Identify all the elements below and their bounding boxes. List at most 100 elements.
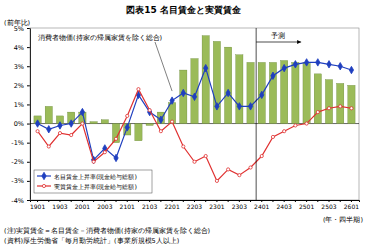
x-tick bbox=[250, 200, 251, 202]
x-tick-label: 2103 bbox=[142, 203, 157, 210]
leader bbox=[155, 42, 172, 91]
y-tick-mark bbox=[27, 28, 30, 29]
x-tick: 2203 bbox=[187, 200, 202, 210]
x-tick-mark bbox=[216, 200, 217, 202]
x-tick-mark bbox=[71, 200, 72, 202]
y-tick: 3% bbox=[14, 63, 30, 71]
marker bbox=[47, 126, 51, 133]
x-tick bbox=[93, 200, 94, 202]
x-tick-label: 2401 bbox=[254, 203, 269, 210]
x-label: (年・四半期) bbox=[323, 216, 363, 224]
marker bbox=[260, 154, 263, 157]
marker bbox=[148, 109, 151, 112]
marker bbox=[350, 107, 353, 110]
x-tick-label: 2503 bbox=[321, 203, 336, 210]
marker bbox=[36, 130, 39, 133]
y-axis: -4%-3%-2%-1%0%1%2%3%4%5% bbox=[11, 25, 30, 205]
x-tick: 1901 bbox=[30, 200, 45, 210]
bar bbox=[303, 62, 310, 123]
x-tick-mark bbox=[37, 200, 38, 202]
bar bbox=[292, 62, 299, 123]
marker bbox=[305, 122, 308, 125]
x-tick: 2501 bbox=[299, 200, 314, 210]
bar bbox=[269, 62, 276, 123]
marker bbox=[349, 66, 353, 73]
marker bbox=[327, 61, 331, 68]
x-tick-mark bbox=[48, 200, 49, 202]
x-tick-mark bbox=[340, 200, 341, 202]
forecast-arrow bbox=[256, 42, 301, 43]
x-tick-mark bbox=[329, 200, 330, 202]
marker bbox=[159, 116, 163, 123]
x-tick-label: 2301 bbox=[209, 203, 224, 210]
x-tick-mark bbox=[138, 200, 139, 202]
marker bbox=[304, 59, 308, 66]
y-tick: 4% bbox=[14, 44, 30, 52]
x-tick: 2301 bbox=[209, 200, 224, 210]
x-tick-mark bbox=[82, 200, 83, 202]
y-tick: -1% bbox=[11, 139, 30, 147]
title: 図表15 名目賃金と実質賃金 bbox=[126, 5, 242, 15]
x-tick-label: 2403 bbox=[277, 203, 292, 210]
x-tick-mark bbox=[250, 200, 251, 202]
x-tick-mark bbox=[149, 200, 150, 202]
bar bbox=[213, 41, 220, 123]
y-tick: 0% bbox=[14, 120, 30, 128]
x-tick-mark bbox=[104, 200, 105, 202]
y-tick: 1% bbox=[14, 101, 30, 109]
marker bbox=[159, 130, 162, 133]
marker bbox=[58, 122, 62, 129]
legend-box bbox=[34, 170, 152, 193]
annotation: 予測 bbox=[271, 32, 285, 40]
x-tick bbox=[317, 200, 318, 202]
marker bbox=[316, 59, 320, 66]
x-tick-mark bbox=[295, 200, 296, 202]
marker bbox=[35, 120, 39, 127]
x-tick-mark bbox=[93, 200, 94, 202]
x-tick-mark bbox=[306, 200, 307, 202]
y-tick: 2% bbox=[14, 82, 30, 90]
marker bbox=[316, 110, 319, 113]
x-tick: 2201 bbox=[164, 200, 179, 210]
x-tick: 2503 bbox=[321, 200, 336, 210]
x-tick bbox=[48, 200, 49, 202]
y-tick-label: 4% bbox=[14, 44, 24, 52]
marker bbox=[237, 103, 241, 110]
bar bbox=[314, 74, 321, 124]
marker bbox=[283, 130, 286, 133]
x-tick-mark bbox=[351, 200, 352, 202]
marker bbox=[282, 64, 286, 71]
x-tick: 2601 bbox=[344, 200, 359, 210]
x-axis-line bbox=[31, 201, 360, 203]
y-tick-label: 0% bbox=[14, 120, 24, 128]
line bbox=[38, 62, 352, 159]
chart: 図表15 名目賃金と実質賃金-4%-3%-2%-1%0%1%2%3%4%5%19… bbox=[0, 0, 367, 252]
x-tick-mark bbox=[228, 200, 229, 202]
x-tick-mark bbox=[160, 200, 161, 202]
series-label: 消費者物価(持家の帰属家賃を除く総合) bbox=[38, 34, 162, 42]
plot: -4%-3%-2%-1%0%1%2%3%4%5%1901190320012003… bbox=[11, 25, 359, 211]
marker bbox=[271, 72, 275, 79]
marker bbox=[80, 108, 84, 115]
x-tick bbox=[183, 200, 184, 202]
frame bbox=[30, 28, 359, 200]
bar bbox=[236, 55, 243, 124]
marker bbox=[70, 133, 73, 136]
arrow-head bbox=[297, 40, 301, 44]
bar bbox=[258, 62, 265, 123]
x-tick-mark bbox=[239, 200, 240, 202]
marker bbox=[294, 124, 297, 127]
x-tick bbox=[138, 200, 139, 202]
x-tick-mark bbox=[272, 200, 273, 202]
bar bbox=[337, 83, 344, 123]
y-tick-label: -2% bbox=[11, 158, 24, 166]
legend-label: 名目賃金上昇率(現金給与総額) bbox=[54, 173, 137, 181]
marker bbox=[58, 132, 61, 135]
y-tick-mark bbox=[27, 104, 30, 105]
marker bbox=[103, 151, 106, 154]
marker bbox=[271, 135, 274, 138]
marker bbox=[69, 120, 73, 127]
note: (注)実質賃金＝名目賃金－消費者物価(持家の帰属家賃を除く総合) bbox=[4, 227, 210, 235]
x-tick bbox=[71, 200, 72, 202]
bar bbox=[146, 124, 153, 126]
